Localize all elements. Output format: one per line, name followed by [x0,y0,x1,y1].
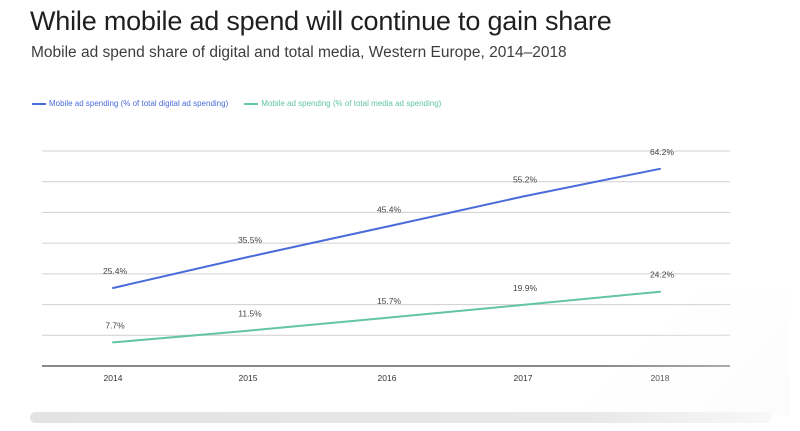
data-label: 19.9% [513,283,538,293]
data-label: 15.7% [377,296,402,306]
data-label: 45.4% [377,205,402,215]
legend-swatch-total-media [244,102,259,105]
x-tick-label-2016: 2016 [378,373,397,383]
horizontal-scrollbar[interactable] [30,412,772,423]
legend-item-total-media: Mobile ad spending (% of total media ad … [244,99,441,108]
data-label: 24.2% [650,270,675,280]
chart-legend: Mobile ad spending (% of total digital a… [32,99,457,108]
legend-swatch-digital [32,102,46,105]
data-labels: 25.4% 35.5% 45.4% 55.2% 64.2% 7.7% 11.5% 15.7% 1… [103,147,675,331]
x-tick-label-2017: 2017 [514,373,533,383]
data-label: 64.2% [650,147,675,157]
legend-item-digital: Mobile ad spending (% of total digital a… [32,99,228,108]
x-tick-label-2014: 2014 [104,373,123,383]
data-label: 25.4% [103,266,128,276]
legend-label-total-media: Mobile ad spending (% of total media ad … [261,99,442,108]
series-lines [112,167,661,344]
x-axis: 2014 2015 2016 2017 2018 [42,365,730,383]
series-line-total-media [112,290,661,344]
chart-title: While mobile ad spend will continue to g… [30,6,612,36]
data-label: 55.2% [513,174,538,184]
data-label: 35.5% [238,235,263,245]
data-label: 7.7% [105,320,125,330]
data-label: 11.5% [238,309,262,319]
x-tick-label-2015: 2015 [239,373,258,383]
x-tick-label-2018: 2018 [651,373,670,383]
series-line-digital [112,167,661,289]
gridlines [42,150,730,336]
legend-label-digital: Mobile ad spending (% of total digital a… [49,99,229,108]
chart-subtitle: Mobile ad spend share of digital and tot… [31,44,567,61]
